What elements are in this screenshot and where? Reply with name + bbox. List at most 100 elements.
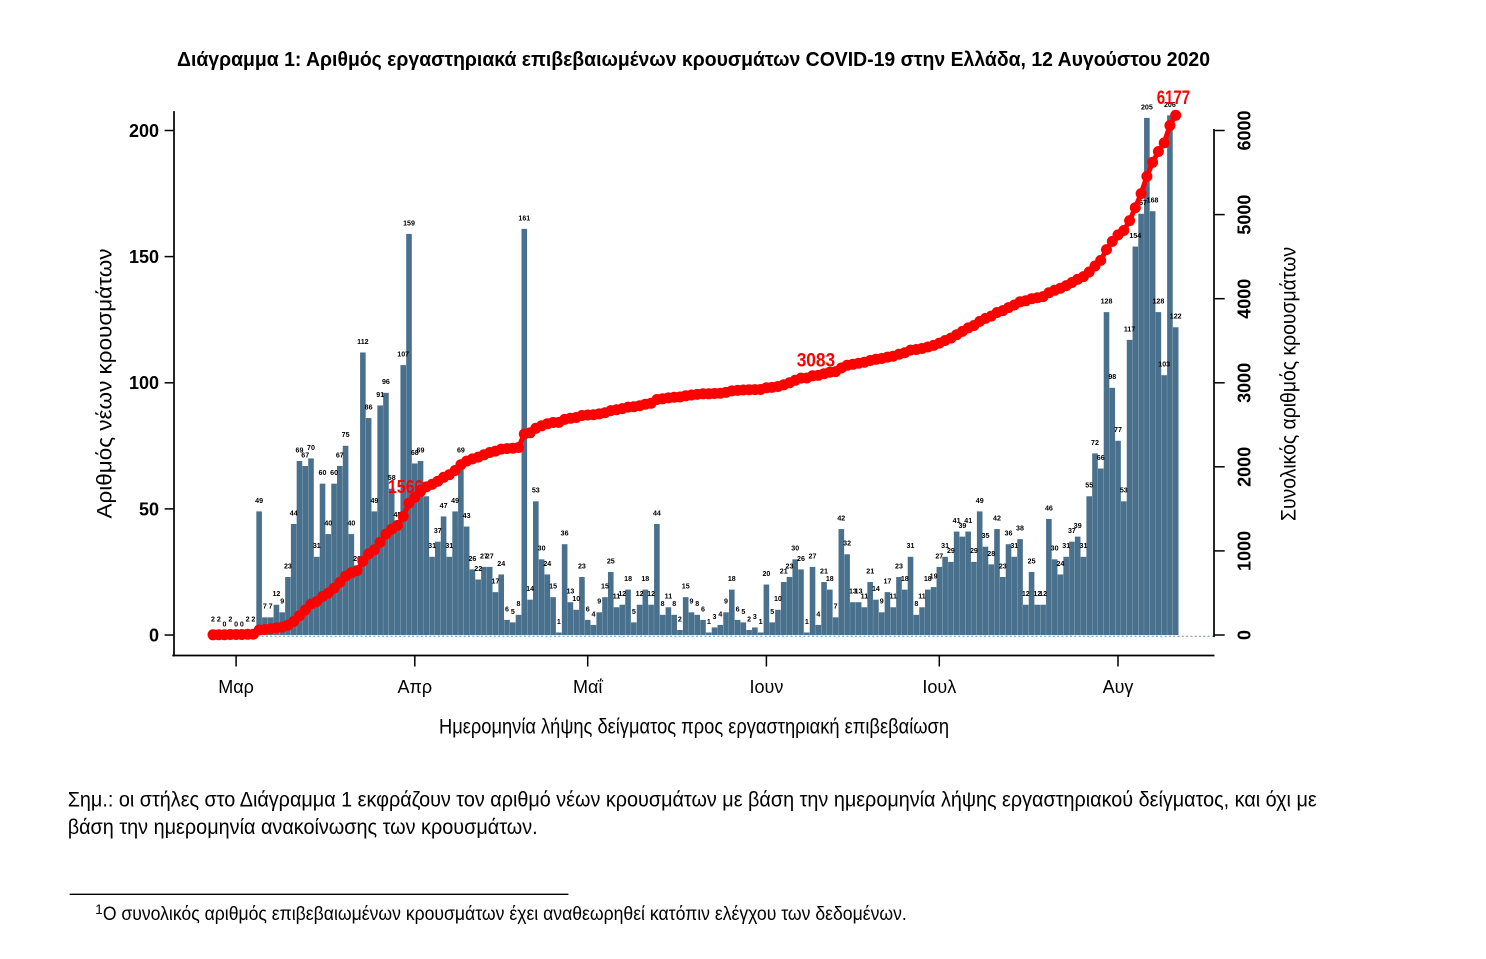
svg-text:15: 15 xyxy=(601,583,609,591)
svg-text:39: 39 xyxy=(958,522,966,530)
svg-text:7: 7 xyxy=(834,603,838,611)
svg-text:25: 25 xyxy=(1028,557,1036,565)
svg-text:4: 4 xyxy=(592,610,596,618)
svg-text:20: 20 xyxy=(762,570,770,578)
svg-text:24: 24 xyxy=(1056,560,1064,568)
svg-text:5: 5 xyxy=(632,608,636,616)
svg-text:2: 2 xyxy=(678,615,682,623)
svg-text:1Ο συνολικός αριθμός επιβεβαιω: 1Ο συνολικός αριθμός επιβεβαιωμένων κρου… xyxy=(95,902,907,925)
svg-text:30: 30 xyxy=(1051,545,1059,553)
svg-text:40: 40 xyxy=(324,520,332,528)
svg-text:Ιουλ: Ιουλ xyxy=(922,677,956,697)
svg-text:6: 6 xyxy=(586,605,590,613)
svg-text:15: 15 xyxy=(682,583,690,591)
svg-text:21: 21 xyxy=(780,567,788,575)
svg-text:17: 17 xyxy=(884,578,892,586)
svg-text:7: 7 xyxy=(263,603,267,611)
svg-text:2: 2 xyxy=(251,615,255,623)
svg-text:53: 53 xyxy=(532,487,540,495)
svg-text:10: 10 xyxy=(774,595,782,603)
svg-text:4: 4 xyxy=(718,610,722,618)
svg-text:Αυγ: Αυγ xyxy=(1103,677,1134,697)
svg-text:128: 128 xyxy=(1101,298,1113,306)
svg-text:28: 28 xyxy=(987,550,995,558)
svg-text:1: 1 xyxy=(805,618,809,626)
svg-text:69: 69 xyxy=(296,446,304,454)
svg-text:2000: 2000 xyxy=(1235,447,1255,487)
svg-text:6: 6 xyxy=(736,605,740,613)
svg-text:6: 6 xyxy=(701,605,705,613)
svg-text:100: 100 xyxy=(129,373,159,393)
svg-text:Σημ.: οι στήλες στο Διάγραμμα: Σημ.: οι στήλες στο Διάγραμμα 1 εκφράζου… xyxy=(68,788,1317,812)
svg-text:31: 31 xyxy=(941,542,949,550)
svg-text:31: 31 xyxy=(1062,542,1070,550)
svg-text:29: 29 xyxy=(947,547,955,555)
svg-text:14: 14 xyxy=(526,585,534,593)
svg-text:50: 50 xyxy=(139,499,159,519)
svg-text:13: 13 xyxy=(849,588,857,596)
svg-text:68: 68 xyxy=(411,449,419,457)
svg-text:18: 18 xyxy=(924,575,932,583)
svg-text:Μαΐ: Μαΐ xyxy=(573,677,603,697)
svg-text:47: 47 xyxy=(440,502,448,510)
svg-text:8: 8 xyxy=(517,600,521,608)
svg-text:21: 21 xyxy=(866,567,874,575)
svg-text:3083: 3083 xyxy=(797,350,836,371)
svg-text:2: 2 xyxy=(211,615,215,623)
svg-text:29: 29 xyxy=(970,547,978,555)
svg-text:27: 27 xyxy=(486,552,494,560)
svg-text:12: 12 xyxy=(636,590,644,598)
svg-text:11: 11 xyxy=(918,593,926,601)
svg-text:3: 3 xyxy=(753,613,757,621)
svg-text:31: 31 xyxy=(1080,542,1088,550)
svg-text:21: 21 xyxy=(820,567,828,575)
svg-text:117: 117 xyxy=(1124,325,1135,333)
svg-text:41: 41 xyxy=(964,517,972,525)
svg-text:24: 24 xyxy=(543,560,551,568)
svg-text:18: 18 xyxy=(901,575,909,583)
svg-text:1000: 1000 xyxy=(1235,531,1255,571)
svg-text:96: 96 xyxy=(382,378,390,386)
svg-text:206: 206 xyxy=(1164,101,1176,109)
svg-text:55: 55 xyxy=(1085,482,1093,490)
svg-text:9: 9 xyxy=(724,598,728,606)
svg-text:Διάγραμμα 1: Αριθμός εργαστηρι: Διάγραμμα 1: Αριθμός εργαστηριακά επιβεβ… xyxy=(177,49,1210,71)
svg-text:154: 154 xyxy=(1129,232,1141,240)
svg-text:39: 39 xyxy=(1074,522,1082,530)
svg-text:0: 0 xyxy=(1235,630,1255,640)
svg-text:60: 60 xyxy=(319,469,327,477)
svg-text:53: 53 xyxy=(1120,487,1128,495)
svg-text:2: 2 xyxy=(747,615,751,623)
svg-text:27: 27 xyxy=(809,552,817,560)
svg-text:5: 5 xyxy=(770,608,774,616)
svg-text:45: 45 xyxy=(394,511,402,519)
svg-text:23: 23 xyxy=(999,562,1007,570)
svg-text:46: 46 xyxy=(1045,504,1053,512)
svg-text:0: 0 xyxy=(240,620,244,628)
svg-text:128: 128 xyxy=(1152,298,1164,306)
svg-text:12: 12 xyxy=(618,590,626,598)
svg-text:30: 30 xyxy=(538,545,546,553)
svg-text:1: 1 xyxy=(557,618,561,626)
svg-text:30: 30 xyxy=(791,545,799,553)
svg-text:9: 9 xyxy=(280,598,284,606)
svg-text:49: 49 xyxy=(976,497,984,505)
svg-text:43: 43 xyxy=(463,512,471,520)
svg-text:12: 12 xyxy=(1033,590,1041,598)
svg-text:67: 67 xyxy=(301,451,309,459)
svg-text:14: 14 xyxy=(872,585,880,593)
svg-text:72: 72 xyxy=(1091,439,1099,447)
svg-text:8: 8 xyxy=(695,600,699,608)
svg-text:Απρ: Απρ xyxy=(397,677,432,697)
svg-text:1: 1 xyxy=(759,618,763,626)
svg-text:31: 31 xyxy=(428,542,436,550)
svg-text:6000: 6000 xyxy=(1235,110,1255,150)
svg-text:5: 5 xyxy=(741,608,745,616)
svg-text:167: 167 xyxy=(1135,199,1147,207)
svg-text:15: 15 xyxy=(549,583,557,591)
svg-text:22: 22 xyxy=(474,565,482,573)
svg-text:27: 27 xyxy=(480,552,488,560)
svg-text:75: 75 xyxy=(342,431,350,439)
svg-text:200: 200 xyxy=(129,121,159,141)
svg-text:11: 11 xyxy=(861,593,869,601)
